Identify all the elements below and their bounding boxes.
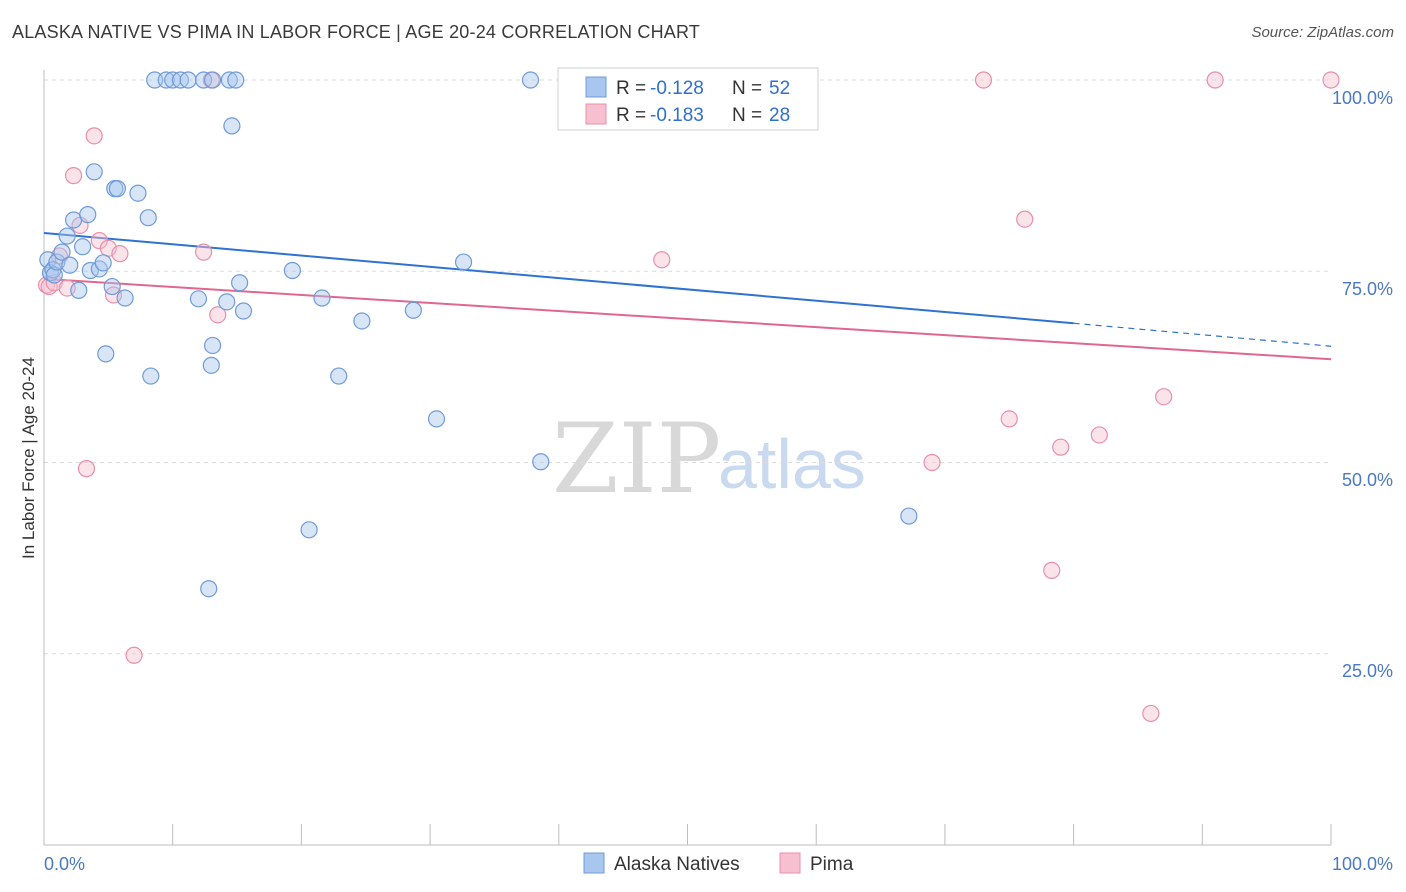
stats-legend-n-label-pink: N =	[732, 105, 762, 126]
alaska-natives-point	[189, 290, 208, 308]
alaska-natives-point	[404, 301, 422, 319]
source-credit: Source: ZipAtlas.com	[1251, 24, 1394, 41]
alaska-natives-point	[94, 254, 112, 272]
alaska-natives-point	[194, 71, 213, 89]
pima-point	[974, 71, 993, 89]
alaska-natives-point	[203, 71, 222, 89]
y-tick-label-50: 50.0%	[1342, 470, 1393, 490]
pima-point	[1206, 71, 1224, 89]
stats-legend-swatch-pink	[585, 103, 607, 125]
alaska-natives-point	[532, 453, 550, 471]
alaska-natives-point	[454, 253, 473, 271]
series-legend: Alaska Natives Pima	[583, 852, 854, 875]
series-legend-swatch-alaska-natives	[583, 852, 605, 874]
alaska-natives-point	[103, 277, 121, 296]
pima-point	[65, 167, 83, 185]
trend-line-pima	[43, 277, 1332, 361]
pima-point	[1043, 561, 1061, 579]
stats-legend-n-label-blue: N =	[732, 78, 762, 99]
pima-point	[653, 251, 671, 269]
series-legend-label-pima: Pima	[810, 854, 854, 875]
alaska-natives-point	[227, 71, 245, 89]
pima-point	[194, 243, 213, 261]
alaska-natives-point	[45, 266, 63, 284]
pima-point	[1000, 410, 1018, 428]
alaska-natives-point	[300, 521, 318, 539]
stats-legend-r-value-blue: -0.128	[650, 78, 704, 99]
alaska-natives-point	[203, 336, 222, 355]
alaska-natives-point	[85, 163, 103, 181]
alaska-natives-point	[157, 71, 175, 89]
x-tick-label-100: 100.0%	[1332, 854, 1393, 874]
alaska-natives-point	[234, 302, 253, 320]
pima-point	[85, 127, 103, 145]
y-tick-label-25: 25.0%	[1342, 661, 1393, 681]
stats-legend-n-value-pink: 28	[769, 105, 790, 126]
pima-point	[1142, 704, 1160, 723]
trend-line-extension-alaska-natives	[1073, 322, 1332, 347]
alaska-natives-point	[900, 507, 918, 525]
trend-line-alaska-natives	[43, 232, 1074, 325]
stats-legend-r-value-pink: -0.183	[650, 105, 704, 126]
grid	[44, 79, 1331, 655]
x-tick-label-0: 0.0%	[44, 854, 85, 874]
alaska-natives-point	[231, 274, 249, 292]
alaska-natives-point	[220, 71, 238, 89]
alaska-natives-point	[200, 580, 218, 598]
pima-point	[1155, 388, 1173, 406]
watermark-atlas: atlas	[718, 425, 866, 503]
stats-legend-r-label-pink: R =	[616, 105, 646, 126]
alaska-natives-point	[139, 209, 157, 227]
alaska-natives-point	[58, 227, 76, 245]
pima-point	[77, 460, 96, 478]
series-legend-swatch-pima	[779, 852, 801, 874]
alaska-natives-point	[48, 253, 66, 271]
alaska-natives-point	[116, 289, 134, 307]
y-tick-labels: 100.0% 75.0% 50.0% 25.0%	[1332, 88, 1393, 681]
alaska-natives-point	[330, 367, 348, 385]
stats-legend-n-value-blue: 52	[769, 78, 790, 99]
x-ticks	[43, 824, 1332, 845]
trend-lines	[43, 232, 1332, 361]
y-axis-label: In Labor Force | Age 20-24	[19, 357, 38, 559]
alaska-natives-point	[97, 345, 115, 363]
stats-legend: R = -0.128 N = 52 R = -0.183 N = 28	[557, 67, 819, 131]
pima-points	[37, 71, 1340, 723]
alaska-natives-point	[353, 312, 371, 330]
alaska-natives-point	[108, 180, 126, 198]
alaska-natives-point	[142, 367, 160, 385]
alaska-natives-point	[61, 256, 79, 274]
pima-point	[1016, 210, 1034, 228]
alaska-natives-point	[179, 71, 197, 89]
pima-point	[209, 306, 227, 324]
alaska-natives-point	[283, 261, 301, 280]
alaska-natives-point	[129, 184, 147, 202]
alaska-natives-point	[223, 117, 241, 135]
chart-title: ALASKA NATIVE VS PIMA IN LABOR FORCE | A…	[12, 22, 701, 42]
alaska-natives-point	[313, 289, 331, 307]
alaska-natives-point	[202, 356, 220, 374]
alaska-natives-point	[521, 71, 540, 89]
pima-point	[1322, 71, 1340, 89]
alaska-natives-point	[218, 293, 236, 311]
alaska-natives-points	[39, 71, 918, 598]
y-tick-label-100: 100.0%	[1332, 88, 1393, 108]
alaska-natives-point	[53, 243, 71, 261]
pima-point	[111, 245, 129, 263]
alaska-natives-point	[79, 206, 97, 224]
pima-point	[923, 453, 941, 472]
watermark: ZIP atlas	[552, 403, 866, 515]
stats-legend-r-label-blue: R =	[616, 78, 646, 99]
alaska-natives-point	[427, 410, 446, 428]
y-tick-label-75: 75.0%	[1342, 279, 1393, 299]
watermark-zip: ZIP	[552, 403, 721, 515]
alaska-natives-point	[70, 281, 88, 299]
stats-legend-swatch-blue	[585, 76, 607, 98]
series-legend-label-alaska-natives: Alaska Natives	[614, 854, 740, 875]
pima-point	[1090, 426, 1108, 444]
alaska-natives-point	[74, 238, 92, 256]
pima-point	[1052, 438, 1070, 456]
pima-point	[125, 646, 143, 664]
